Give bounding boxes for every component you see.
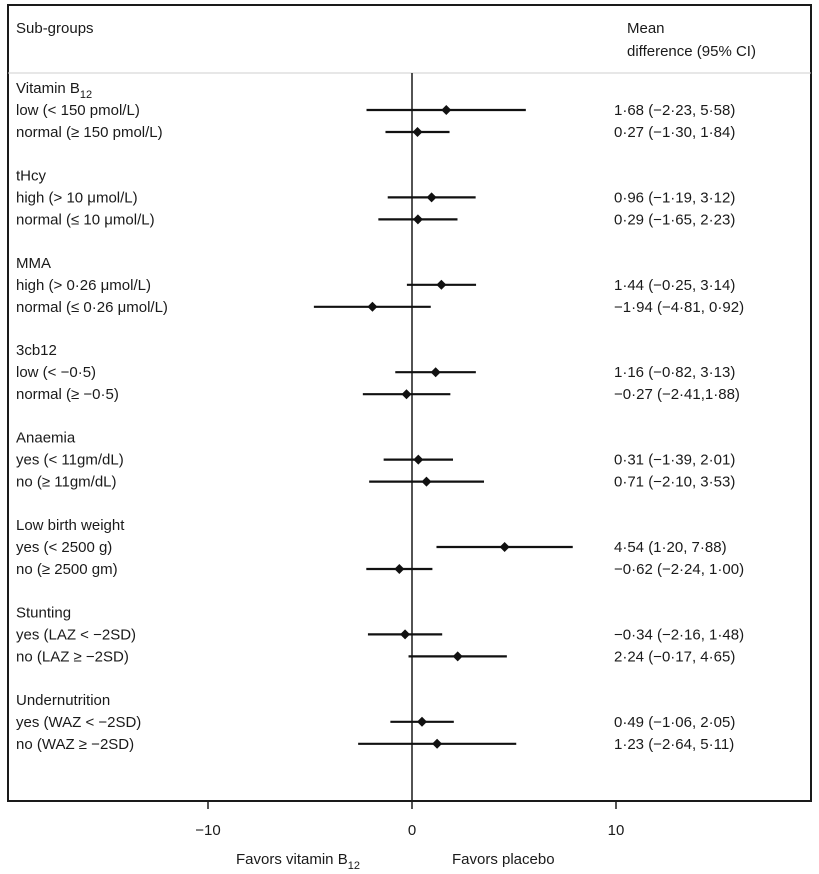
x-tick-label: 10 xyxy=(608,822,625,839)
ci-value: 1·23 (−2·64, 5·11) xyxy=(614,736,734,753)
point-estimate xyxy=(367,301,378,312)
group-title: tHcy xyxy=(16,167,47,184)
point-estimate xyxy=(441,105,452,115)
row-label: high (> 0·26 μmol/L) xyxy=(16,277,151,294)
row-label: yes (< 11gm/dL) xyxy=(16,452,124,469)
row-label: yes (< 2500 g) xyxy=(16,539,112,556)
point-estimate xyxy=(412,214,423,225)
ci-value: 0·27 (−1·30, 1·84) xyxy=(614,124,735,141)
point-estimate xyxy=(499,542,510,552)
group-title: Vitamin B12 xyxy=(16,80,92,101)
point-estimate xyxy=(400,629,411,640)
point-estimate xyxy=(452,651,463,662)
row-label: no (≥ 2500 gm) xyxy=(16,561,118,578)
row-label: normal (≥ −0·5) xyxy=(16,386,119,403)
ci-value: −1·94 (−4·81, 0·92) xyxy=(614,299,744,316)
ci-value: 0·71 (−2·10, 3·53) xyxy=(614,474,735,491)
ci-value: 0·31 (−1·39, 2·01) xyxy=(614,452,735,469)
header-subgroups: Sub-groups xyxy=(16,20,94,37)
point-estimate xyxy=(416,716,427,727)
group-title: Stunting xyxy=(16,604,71,621)
x-tick-label: 0 xyxy=(408,822,416,839)
ci-value: −0·34 (−2·16, 1·48) xyxy=(614,626,744,643)
group-title: 3cb12 xyxy=(16,342,57,359)
ci-value: 0·49 (−1·06, 2·05) xyxy=(614,714,735,731)
ci-value: −0·62 (−2·24, 1·00) xyxy=(614,561,744,578)
row-label: no (≥ 11gm/dL) xyxy=(16,474,117,491)
point-estimate xyxy=(426,192,437,203)
favors-vitamin-label: Favors vitamin B12 xyxy=(236,851,360,872)
ci-value: 0·96 (−1·19, 3·12) xyxy=(614,189,735,206)
group-title: Undernutrition xyxy=(16,692,110,709)
row-label: high (> 10 μmol/L) xyxy=(16,189,138,206)
x-axis: −10 0 10 Favors vitamin B12 Favors placebo xyxy=(195,801,624,872)
row-label: yes (LAZ < −2SD) xyxy=(16,626,136,643)
favors-placebo-label: Favors placebo xyxy=(452,851,555,868)
header-difference-ci: difference (95% CI) xyxy=(627,43,756,60)
group-title: Low birth weight xyxy=(16,517,125,534)
point-estimate xyxy=(436,279,447,290)
ci-value: 1·68 (−2·23, 5·58) xyxy=(614,102,735,119)
row-label: low (< 150 pmol/L) xyxy=(16,102,140,119)
row-label: no (LAZ ≥ −2SD) xyxy=(16,648,129,665)
row-label: no (WAZ ≥ −2SD) xyxy=(16,736,134,753)
ci-value: 1·44 (−0·25, 3·14) xyxy=(614,277,735,294)
row-label: normal (≥ 150 pmol/L) xyxy=(16,124,163,141)
row-label: yes (WAZ < −2SD) xyxy=(16,714,141,731)
row-label: normal (≤ 10 μmol/L) xyxy=(16,211,155,228)
plot-frame xyxy=(7,4,812,802)
point-estimate xyxy=(430,367,441,378)
ci-value: 4·54 (1·20, 7·88) xyxy=(614,539,727,556)
ci-value: 0·29 (−1·65, 2·23) xyxy=(614,211,735,228)
group-title: MMA xyxy=(16,255,51,272)
row-label: low (< −0·5) xyxy=(16,364,96,381)
header-mean: Mean xyxy=(627,20,665,37)
point-estimate xyxy=(412,127,423,137)
point-estimate xyxy=(413,454,424,465)
point-estimate xyxy=(394,564,405,574)
point-estimate xyxy=(421,476,432,487)
point-estimate xyxy=(401,389,412,400)
point-estimate xyxy=(432,738,443,749)
ci-value: −0·27 (−2·41,1·88) xyxy=(614,386,740,403)
group-title: Anaemia xyxy=(16,430,76,447)
ci-value: 2·24 (−0·17, 4·65) xyxy=(614,648,735,665)
row-label: normal (≤ 0·26 μmol/L) xyxy=(16,299,168,316)
ci-value: 1·16 (−0·82, 3·13) xyxy=(614,364,735,381)
x-tick-label: −10 xyxy=(195,822,220,839)
